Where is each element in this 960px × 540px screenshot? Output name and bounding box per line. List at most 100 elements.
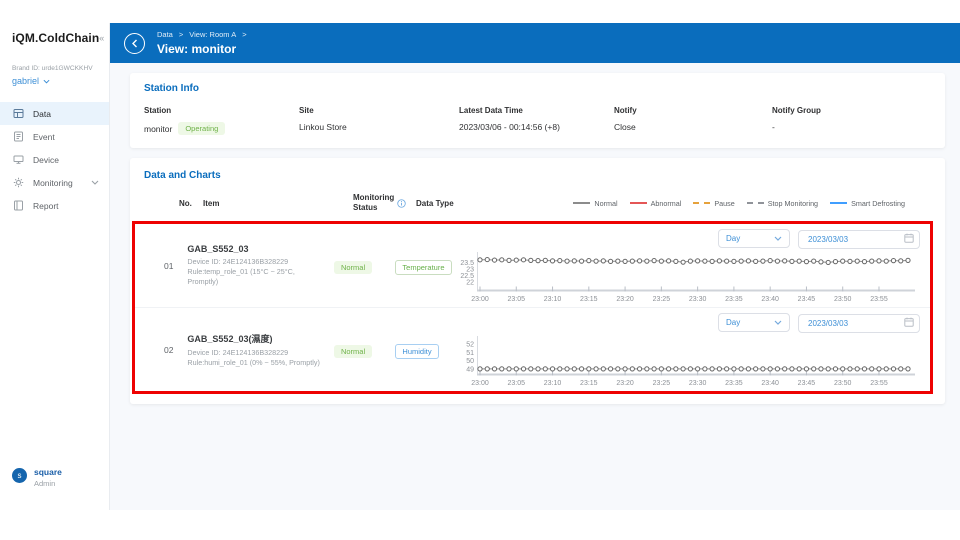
temperature-tag: Temperature: [395, 259, 452, 275]
svg-text:23:25: 23:25: [653, 296, 671, 303]
item-cell: GAB_S552_03 Device ID: 24E124136B328229 …: [187, 244, 334, 286]
svg-text:23.5: 23.5: [460, 260, 474, 267]
breadcrumb-separator: >: [178, 30, 184, 39]
date-picker: [798, 229, 920, 249]
calendar-icon[interactable]: [904, 233, 914, 243]
col-data-type: Data Type: [416, 198, 454, 208]
svg-text:23:45: 23:45: [798, 380, 816, 387]
device-id: Device ID: 24E124136B328229: [187, 257, 289, 267]
legend-line-stop: [746, 202, 764, 204]
svg-text:23:10: 23:10: [544, 296, 562, 303]
calendar-icon[interactable]: [904, 317, 914, 327]
chevron-down-icon: [43, 79, 50, 84]
date-input[interactable]: [798, 314, 920, 333]
data-icon: [13, 109, 24, 118]
status-badge: Normal: [333, 344, 373, 358]
red-annotation-box: 01 GAB_S552_03 Device ID: 24E124136B3282…: [132, 221, 933, 394]
svg-text:23:00: 23:00: [471, 296, 489, 303]
field-latest-data-time: Latest Data Time 2023/03/06 - 00:14:56 (…: [459, 106, 614, 135]
sidebar-item-event[interactable]: Event: [0, 125, 109, 148]
info-icon[interactable]: [397, 198, 406, 208]
svg-text:23:05: 23:05: [508, 296, 526, 303]
svg-text:23:20: 23:20: [616, 380, 634, 387]
svg-text:23:20: 23:20: [616, 296, 634, 303]
col-no: No.: [179, 198, 192, 208]
svg-text:23:30: 23:30: [689, 380, 707, 387]
table-row-temperature: 01 GAB_S552_03 Device ID: 24E124136B3282…: [135, 224, 930, 307]
sidebar-item-device[interactable]: Device: [0, 148, 109, 171]
app-logo: iQM.ColdChain: [12, 31, 100, 45]
data-and-charts-title: Data and Charts: [144, 170, 221, 181]
item-name: GAB_S552_03: [187, 244, 249, 255]
legend-smart-defrosting: Smart Defrosting: [830, 199, 905, 208]
gear-icon: [13, 177, 24, 188]
svg-text:23:30: 23:30: [689, 296, 707, 303]
svg-text:23:40: 23:40: [761, 296, 779, 303]
user-name: gabriel: [12, 76, 40, 86]
field-station: Station monitor Operating: [144, 106, 299, 135]
device-icon: [13, 155, 24, 164]
date-input[interactable]: [798, 230, 920, 249]
svg-text:51: 51: [466, 350, 474, 357]
user-menu[interactable]: gabriel: [12, 76, 101, 86]
rule: Rule:humi_role_01 (0% ~ 55%, Promptly): [187, 357, 320, 367]
svg-text:52: 52: [466, 342, 474, 349]
breadcrumb-separator: >: [242, 30, 247, 39]
breadcrumb-data[interactable]: Data: [157, 30, 173, 39]
legend-line-defrost: [830, 202, 848, 204]
event-icon: [14, 131, 23, 142]
date-picker: [798, 313, 920, 333]
item-cell: GAB_S552_03(濕度) Device ID: 24E124136B328…: [187, 332, 334, 367]
legend-pause: Pause: [693, 199, 735, 208]
item-name: GAB_S552_03(濕度): [187, 333, 273, 344]
legend-line-abnormal: [629, 202, 647, 204]
sidebar-user-footer[interactable]: s square Admin: [12, 467, 62, 488]
type-cell: Temperature: [395, 257, 452, 275]
row-number: 02: [164, 344, 174, 355]
sidebar-item-label: Report: [33, 200, 59, 211]
svg-text:50: 50: [466, 358, 474, 365]
sidebar-item-data[interactable]: Data: [0, 102, 109, 125]
chevron-down-icon: [774, 236, 782, 241]
footer-user-name: square: [34, 467, 62, 477]
field-notify: Notify Close: [614, 106, 772, 135]
svg-text:22: 22: [466, 279, 474, 286]
svg-text:49: 49: [466, 366, 474, 373]
latest-data-time-value: 2023/03/06 - 00:14:56 (+8): [459, 122, 560, 132]
brand-id: Brand ID: urde1GWCKKHV: [12, 65, 93, 72]
sidebar-collapse-icon[interactable]: «: [99, 33, 105, 43]
table-row-humidity: 02 GAB_S552_03(濕度) Device ID: 24E124136B…: [135, 307, 930, 391]
site-value: Linkou Store: [299, 122, 347, 132]
page-header: Data > View: Room A > View: monitor: [110, 23, 960, 63]
sidebar-item-monitoring[interactable]: Monitoring: [0, 171, 109, 194]
notify-value: Close: [614, 122, 636, 132]
notify-group-value: -: [772, 122, 775, 132]
col-item: Item: [203, 198, 220, 208]
svg-text:23:40: 23:40: [761, 380, 779, 387]
station-info-title: Station Info: [144, 83, 199, 94]
back-button[interactable]: [124, 32, 145, 54]
legend-line-pause: [693, 202, 711, 204]
sidebar-item-label: Device: [33, 154, 59, 165]
svg-text:23:25: 23:25: [653, 380, 671, 387]
chevron-left-icon: [131, 39, 137, 47]
svg-text:23:15: 23:15: [580, 296, 598, 303]
breadcrumb-view-room-a[interactable]: View: Room A: [189, 30, 237, 39]
sidebar-item-label: Data: [33, 108, 51, 119]
sidebar-item-label: Monitoring: [33, 177, 73, 188]
main-area: Data > View: Room A > View: monitor Stat…: [110, 23, 960, 510]
sidebar: iQM.ColdChain « Brand ID: urde1GWCKKHV g…: [0, 23, 110, 510]
data-and-charts-card: Data and Charts No. Item Monitoring Stat…: [130, 158, 945, 404]
status-cell: Normal: [333, 257, 395, 275]
svg-text:22.5: 22.5: [460, 273, 474, 280]
period-select[interactable]: Day: [718, 313, 790, 332]
period-select[interactable]: Day: [718, 229, 790, 248]
svg-text:23:50: 23:50: [834, 380, 852, 387]
svg-text:23:05: 23:05: [508, 380, 526, 387]
sidebar-item-report[interactable]: Report: [0, 194, 109, 217]
svg-text:23:45: 23:45: [798, 296, 816, 303]
legend-abnormal: Abnormal: [629, 199, 681, 208]
